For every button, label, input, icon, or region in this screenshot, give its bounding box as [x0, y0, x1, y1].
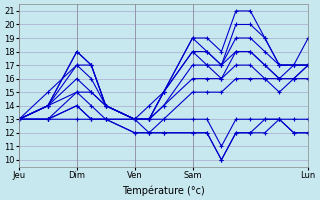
X-axis label: Température (°c): Température (°c)	[122, 185, 205, 196]
